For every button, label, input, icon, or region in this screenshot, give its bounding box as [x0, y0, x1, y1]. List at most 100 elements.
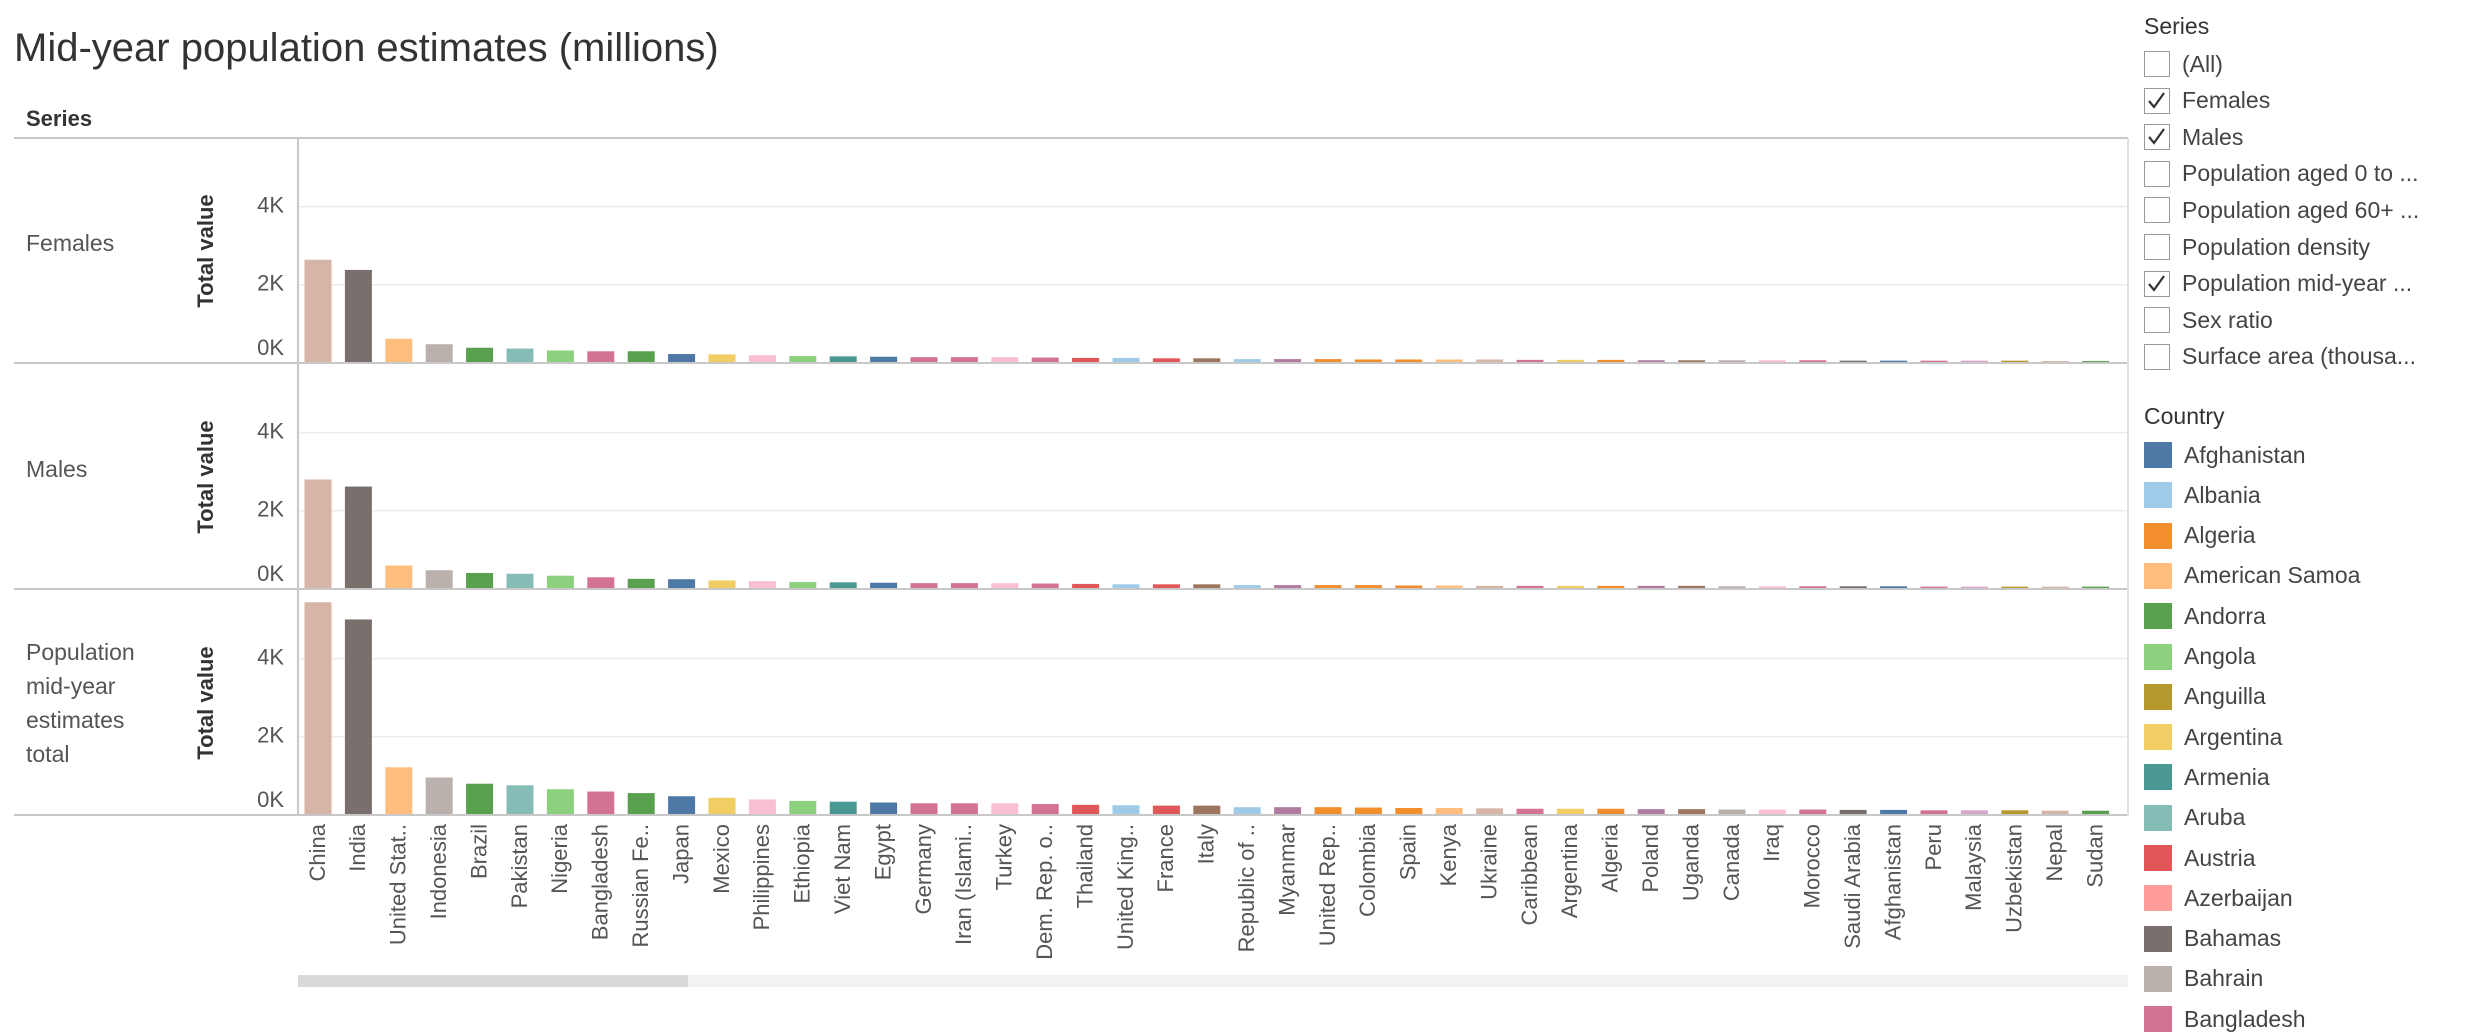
- bar: [1112, 584, 1140, 589]
- bar: [668, 354, 696, 363]
- legend-item[interactable]: Afghanistan: [2144, 439, 2305, 471]
- x-tick-label: Kenya: [1436, 823, 1461, 886]
- checkbox[interactable]: [2144, 270, 2170, 297]
- legend-item[interactable]: Bahamas: [2144, 923, 2281, 955]
- filter-option[interactable]: Surface area (thousa...: [2144, 341, 2416, 373]
- scrollbar-track[interactable]: [298, 975, 2128, 987]
- checkbox[interactable]: [2144, 234, 2170, 260]
- bar: [1799, 586, 1827, 589]
- bar: [1920, 586, 1948, 589]
- legend-item[interactable]: Andorra: [2144, 600, 2266, 632]
- bar: [587, 351, 615, 363]
- legend-label: Bahamas: [2184, 925, 2282, 952]
- filter-title: Series: [2144, 13, 2210, 39]
- x-tick-label: Iran (Islami..: [951, 824, 976, 945]
- facet-header[interactable]: Series: [26, 106, 93, 131]
- y-axis-title: Total value: [193, 420, 218, 533]
- checkbox[interactable]: [2144, 87, 2170, 114]
- legend-label: Afghanistan: [2184, 441, 2306, 468]
- legend-label: American Samoa: [2184, 562, 2361, 589]
- x-tick-label: Egypt: [870, 824, 895, 880]
- scrollbar-thumb[interactable]: [298, 975, 688, 987]
- legend-item[interactable]: American Samoa: [2144, 560, 2360, 592]
- bar: [1435, 807, 1463, 815]
- bar: [344, 269, 372, 363]
- checkbox[interactable]: [2144, 51, 2170, 77]
- bar: [708, 797, 736, 815]
- checkbox[interactable]: [2144, 307, 2170, 334]
- legend-item[interactable]: Albania: [2144, 479, 2261, 511]
- x-tick-label: Nigeria: [547, 823, 572, 893]
- x-tick-label: Bangladesh: [588, 824, 613, 940]
- bar: [829, 801, 857, 815]
- bar: [1597, 585, 1625, 589]
- checkbox[interactable]: [2144, 160, 2170, 187]
- bar: [668, 796, 696, 815]
- bar: [748, 355, 776, 363]
- x-tick-label: Ethiopia: [790, 823, 815, 903]
- bar: [304, 259, 332, 363]
- bar: [1799, 360, 1827, 363]
- filter-option[interactable]: Population aged 0 to ...: [2144, 158, 2419, 190]
- filter-option[interactable]: Population mid-year ...: [2144, 268, 2412, 300]
- bar: [1637, 585, 1665, 589]
- legend-label: Andorra: [2184, 602, 2266, 629]
- legend-label: Argentina: [2184, 723, 2283, 750]
- facet-label: Population mid-year estimates total: [26, 639, 135, 767]
- bar: [829, 582, 857, 589]
- filter-option[interactable]: Population aged 60+ ...: [2144, 194, 2419, 226]
- legend-item[interactable]: Armenia: [2144, 761, 2270, 793]
- legend-label: Armenia: [2184, 763, 2270, 790]
- filter-option[interactable]: Males: [2144, 121, 2243, 153]
- x-tick-label: Uganda: [1678, 823, 1703, 901]
- bar: [506, 348, 534, 363]
- bar: [2001, 360, 2029, 363]
- x-tick-label: Thailand: [1072, 824, 1097, 908]
- bar: [1274, 359, 1302, 363]
- bar: [1112, 357, 1140, 363]
- legend-item[interactable]: Austria: [2144, 842, 2256, 874]
- bar: [991, 583, 1019, 589]
- checkbox[interactable]: [2144, 197, 2170, 224]
- legend-swatch: [2144, 482, 2172, 509]
- x-tick-label: Ukraine: [1476, 824, 1501, 900]
- y-axis-title: Total value: [193, 646, 218, 759]
- legend-swatch: [2144, 603, 2172, 630]
- checkmark: [2148, 274, 2165, 292]
- bar: [1718, 809, 1746, 815]
- checkbox[interactable]: [2144, 124, 2170, 151]
- bar: [950, 357, 978, 363]
- bar: [506, 573, 534, 589]
- bar: [1637, 360, 1665, 363]
- x-tick-label: Italy: [1194, 824, 1219, 864]
- bar: [1031, 583, 1059, 589]
- bar: [627, 578, 655, 589]
- bar: [1597, 808, 1625, 815]
- legend-item[interactable]: Argentina: [2144, 721, 2282, 753]
- legend-item[interactable]: Algeria: [2144, 520, 2256, 552]
- filter-option[interactable]: Sex ratio: [2144, 304, 2273, 336]
- filter-option[interactable]: Population density: [2144, 231, 2370, 263]
- bar: [748, 799, 776, 815]
- bar: [1476, 808, 1504, 815]
- filter-label: Females: [2182, 87, 2271, 114]
- y-tick-label: 0K: [257, 561, 284, 586]
- filter-option[interactable]: Females: [2144, 85, 2270, 117]
- legend-item[interactable]: Bahrain: [2144, 963, 2263, 995]
- bar: [708, 354, 736, 363]
- bar: [950, 583, 978, 589]
- legend-item[interactable]: Angola: [2144, 641, 2256, 673]
- y-tick-label: 4K: [257, 418, 284, 443]
- checkbox[interactable]: [2144, 343, 2170, 370]
- legend-swatch: [2144, 724, 2172, 751]
- bar: [627, 351, 655, 363]
- x-tick-label: Afghanistan: [1880, 824, 1905, 940]
- bar: [1880, 586, 1908, 589]
- legend-item[interactable]: Anguilla: [2144, 681, 2266, 713]
- legend-item[interactable]: Aruba: [2144, 802, 2245, 834]
- filter-option[interactable]: (All): [2144, 48, 2223, 80]
- legend-item[interactable]: Bangladesh: [2144, 1003, 2306, 1035]
- filter-label: Sex ratio: [2182, 306, 2273, 333]
- legend-item[interactable]: Azerbaijan: [2144, 882, 2293, 914]
- legend-label: Bahrain: [2184, 965, 2264, 992]
